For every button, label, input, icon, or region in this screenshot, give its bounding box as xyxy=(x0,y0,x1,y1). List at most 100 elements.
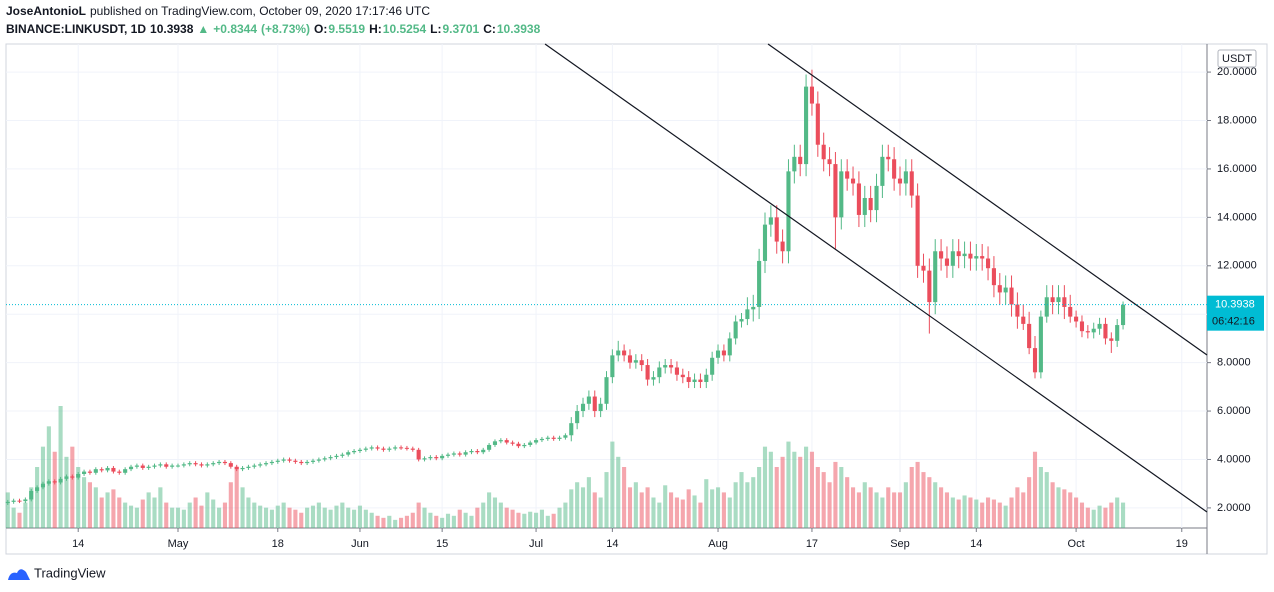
volume-bar xyxy=(76,467,81,528)
candle-body xyxy=(686,377,691,383)
candle-body xyxy=(991,268,996,286)
candle-body xyxy=(968,253,973,259)
candle-body xyxy=(111,467,116,472)
candle-body xyxy=(768,217,773,225)
volume-bar xyxy=(410,512,415,528)
header-text: JoseAntonioL xyxy=(6,4,86,18)
volume-bar xyxy=(217,507,222,528)
candle-body xyxy=(809,86,815,104)
volume-bar xyxy=(939,487,944,528)
volume-bar xyxy=(804,446,809,528)
volume-bar xyxy=(46,426,51,528)
volume-bar xyxy=(269,509,274,528)
candle-body xyxy=(921,265,926,271)
candle-body xyxy=(481,449,486,453)
volume-bar xyxy=(404,515,409,528)
candle-body xyxy=(592,396,597,412)
candle-body xyxy=(516,443,521,447)
volume-bar xyxy=(134,507,139,528)
candle-body xyxy=(598,403,603,412)
candle-body xyxy=(1015,304,1020,317)
volume-bar xyxy=(768,451,773,528)
candle-body xyxy=(733,321,738,339)
candle-body xyxy=(886,156,891,160)
volume-bar xyxy=(545,515,550,528)
candle-body xyxy=(328,457,333,459)
candle-body xyxy=(1021,316,1026,324)
header-text: 9.5519 xyxy=(328,22,365,36)
candle-body xyxy=(862,197,867,215)
candle-body xyxy=(715,350,721,358)
volume-bar xyxy=(780,456,785,528)
candle-body xyxy=(639,360,644,366)
candle-body xyxy=(29,490,34,500)
candle-body xyxy=(1027,323,1032,349)
volume-bar xyxy=(639,492,644,528)
volume-bar xyxy=(375,515,380,528)
candle-body xyxy=(1109,338,1114,341)
volume-bar xyxy=(428,512,433,528)
candle-body xyxy=(569,423,574,436)
candle-body xyxy=(1068,306,1073,317)
candle-body xyxy=(422,458,427,460)
volume-bar xyxy=(398,517,404,528)
candle-body xyxy=(46,481,51,484)
channel-lower xyxy=(544,43,1208,513)
candle-body xyxy=(275,460,280,462)
volume-layer xyxy=(5,406,1126,528)
x-tick-label: 14 xyxy=(606,538,618,550)
candle-body xyxy=(545,437,550,439)
candle-body xyxy=(164,464,169,467)
volume-bar xyxy=(1097,505,1102,528)
candle-body xyxy=(363,448,368,450)
volume-bar xyxy=(481,502,486,528)
candle-body xyxy=(944,258,950,266)
candle-body xyxy=(457,453,462,455)
volume-bar xyxy=(921,472,926,528)
volume-bar xyxy=(739,472,744,528)
currency-label: USDT xyxy=(1222,53,1252,65)
volume-bar xyxy=(856,492,861,528)
candle-body xyxy=(1003,287,1008,293)
volume-bar xyxy=(252,502,257,528)
candle-body xyxy=(586,396,591,404)
volume-bar xyxy=(23,502,28,528)
volume-bar xyxy=(1085,507,1090,528)
candle-body xyxy=(263,463,269,465)
header-text: O: xyxy=(314,22,327,36)
candle-body xyxy=(1091,328,1096,333)
volume-bar xyxy=(715,487,721,528)
volume-bar xyxy=(1003,505,1008,528)
candle-body xyxy=(604,377,609,404)
volume-bar xyxy=(469,515,474,528)
volume-bar xyxy=(258,505,263,528)
volume-bar xyxy=(968,497,973,528)
y-tick-label: 16.0000 xyxy=(1217,163,1257,175)
volume-bar xyxy=(604,472,609,528)
candle-body xyxy=(850,178,856,184)
volume-bar xyxy=(915,461,920,528)
volume-bar xyxy=(592,492,597,528)
volume-bar xyxy=(504,507,509,528)
volume-bar xyxy=(416,502,421,528)
volume-bar xyxy=(246,497,251,528)
candle-body xyxy=(428,457,433,459)
volume-bar xyxy=(1074,497,1079,528)
candle-body xyxy=(217,461,222,464)
volume-bar xyxy=(944,492,950,528)
volume-bar xyxy=(175,507,181,528)
candle-body xyxy=(76,474,81,478)
candle-body xyxy=(234,466,239,470)
candle-body xyxy=(1044,297,1049,317)
volume-bar xyxy=(205,492,210,528)
volume-bar xyxy=(651,497,656,528)
y-tick-label: 12.0000 xyxy=(1217,260,1257,272)
candle-body xyxy=(674,367,679,375)
candle-body xyxy=(1115,325,1120,341)
volume-bar xyxy=(903,482,908,528)
candle-body xyxy=(827,159,832,165)
volume-bar xyxy=(510,509,515,528)
candle-body xyxy=(158,464,163,466)
grid xyxy=(6,44,1207,528)
candle-body xyxy=(774,217,779,242)
